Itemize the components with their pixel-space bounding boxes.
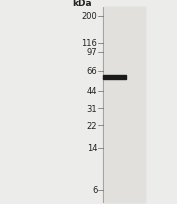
Text: 44: 44 bbox=[87, 87, 97, 96]
Bar bbox=[103, 76, 126, 80]
Text: 97: 97 bbox=[87, 48, 97, 57]
Text: 200: 200 bbox=[82, 12, 97, 21]
Text: 31: 31 bbox=[87, 104, 97, 113]
Text: 6: 6 bbox=[92, 185, 97, 194]
Bar bbox=[103, 8, 145, 202]
Bar bbox=[103, 8, 145, 202]
Text: 14: 14 bbox=[87, 143, 97, 152]
Text: 66: 66 bbox=[87, 67, 97, 76]
Text: 116: 116 bbox=[81, 39, 97, 48]
Text: kDa: kDa bbox=[72, 0, 92, 8]
Text: 22: 22 bbox=[87, 121, 97, 130]
